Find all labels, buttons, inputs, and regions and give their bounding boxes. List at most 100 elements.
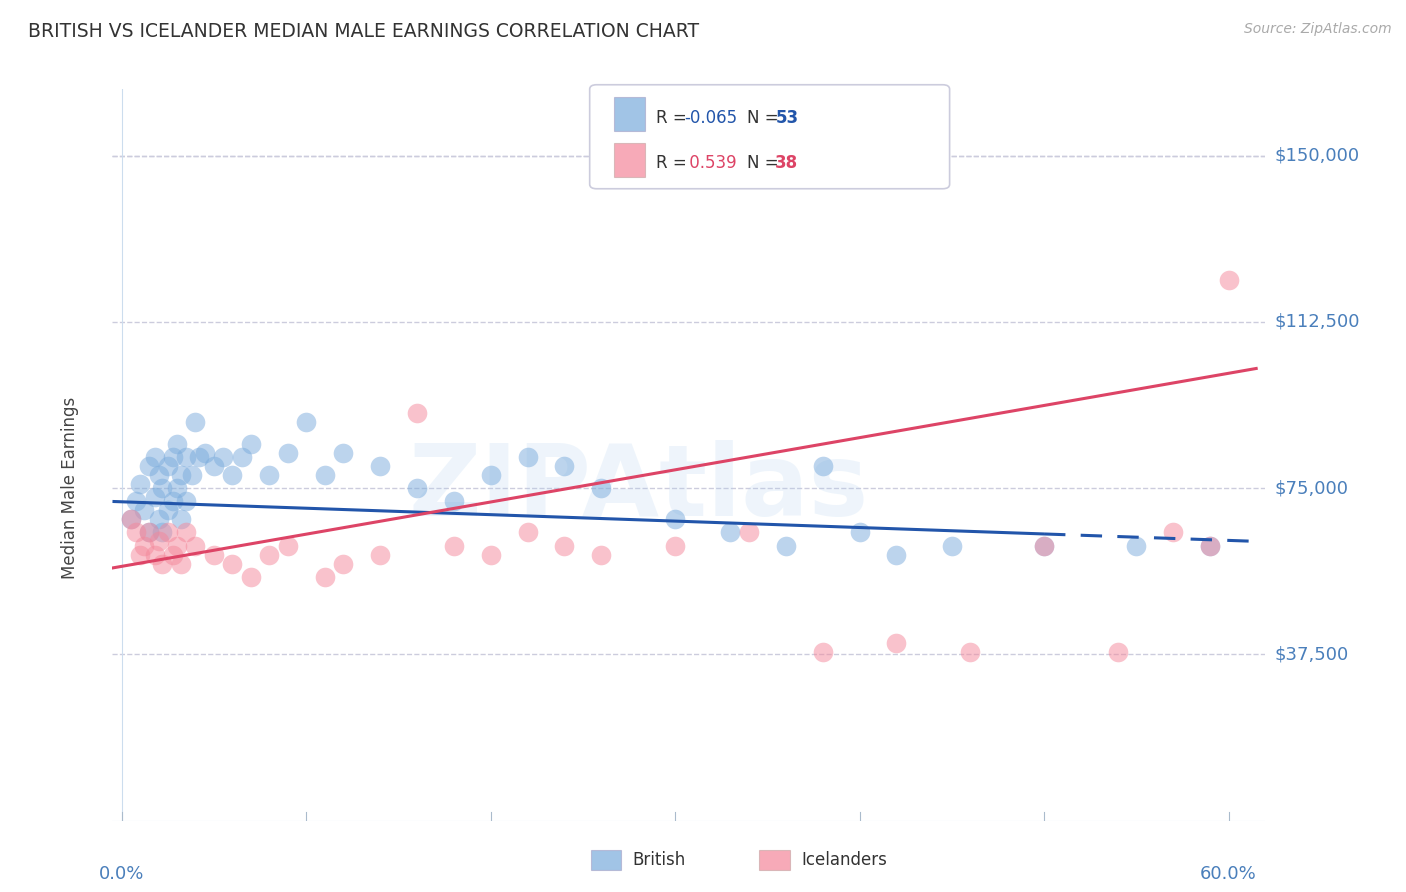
Point [150, 557, 173, 571]
Point [162, 548, 184, 562]
Text: ZIPAtlas: ZIPAtlas [408, 440, 869, 537]
Point [1218, 273, 1240, 287]
Point [143, 490, 166, 504]
Point [174, 494, 197, 508]
Point [368, 458, 391, 473]
Point [162, 450, 184, 464]
Point [886, 636, 908, 650]
Point [194, 446, 217, 460]
Text: N =: N = [747, 154, 785, 172]
Point [202, 458, 225, 473]
Text: Source: ZipAtlas.com: Source: ZipAtlas.com [1244, 22, 1392, 37]
Point [148, 512, 170, 526]
Point [553, 539, 575, 553]
Point [125, 525, 148, 540]
Point [941, 539, 963, 553]
Point [332, 446, 354, 460]
Point [143, 548, 166, 562]
Point [405, 481, 427, 495]
Point [150, 481, 173, 495]
Point [184, 415, 207, 429]
Text: 53: 53 [775, 109, 799, 127]
Text: 60.0%: 60.0% [1201, 865, 1257, 883]
Text: 0.539: 0.539 [683, 154, 737, 172]
Point [156, 503, 179, 517]
Text: Median Male Earnings: Median Male Earnings [60, 397, 79, 579]
Point [156, 525, 179, 540]
Point [314, 467, 336, 482]
Point [120, 512, 142, 526]
Point [1033, 539, 1056, 553]
Point [174, 450, 197, 464]
Point [148, 534, 170, 549]
Point [1199, 539, 1222, 553]
Point [212, 450, 235, 464]
Point [591, 481, 613, 495]
Point [959, 645, 981, 659]
Point [170, 557, 193, 571]
Point [1125, 539, 1147, 553]
Text: British: British [633, 851, 686, 869]
Point [132, 539, 155, 553]
Point [138, 525, 160, 540]
Point [221, 467, 243, 482]
Text: R =: R = [655, 109, 692, 127]
Point [239, 570, 262, 584]
Text: 38: 38 [775, 154, 799, 172]
Point [443, 539, 465, 553]
Point [166, 481, 188, 495]
Point [143, 450, 166, 464]
Point [231, 450, 253, 464]
Point [184, 539, 207, 553]
Text: 0.0%: 0.0% [98, 865, 145, 883]
Point [1033, 539, 1056, 553]
Point [174, 525, 197, 540]
Point [1199, 539, 1222, 553]
Point [479, 467, 502, 482]
Point [591, 548, 613, 562]
Point [516, 525, 538, 540]
Point [277, 539, 299, 553]
Point [314, 570, 336, 584]
Point [180, 467, 202, 482]
Point [120, 512, 142, 526]
Point [811, 458, 834, 473]
Point [553, 458, 575, 473]
Text: R =: R = [655, 154, 692, 172]
Point [239, 437, 262, 451]
Point [259, 548, 281, 562]
Point [405, 406, 427, 420]
Point [150, 525, 173, 540]
Point [148, 467, 170, 482]
Text: BRITISH VS ICELANDER MEDIAN MALE EARNINGS CORRELATION CHART: BRITISH VS ICELANDER MEDIAN MALE EARNING… [28, 22, 699, 41]
Point [1107, 645, 1129, 659]
Point [664, 539, 686, 553]
Point [259, 467, 281, 482]
Text: $75,000: $75,000 [1275, 479, 1348, 497]
Point [811, 645, 834, 659]
Text: $37,500: $37,500 [1275, 646, 1348, 664]
Point [156, 458, 179, 473]
Text: $150,000: $150,000 [1275, 146, 1360, 165]
Point [443, 494, 465, 508]
Point [332, 557, 354, 571]
Point [295, 415, 318, 429]
Point [166, 437, 188, 451]
Point [170, 467, 193, 482]
Point [720, 525, 742, 540]
Point [188, 450, 211, 464]
Point [479, 548, 502, 562]
Text: $112,500: $112,500 [1275, 313, 1360, 331]
Point [162, 494, 184, 508]
Point [775, 539, 797, 553]
Text: N =: N = [747, 109, 785, 127]
Point [738, 525, 761, 540]
Point [277, 446, 299, 460]
Point [848, 525, 870, 540]
Point [221, 557, 243, 571]
Text: -0.065: -0.065 [683, 109, 737, 127]
Point [138, 525, 160, 540]
Point [132, 503, 155, 517]
Point [170, 512, 193, 526]
Point [138, 458, 160, 473]
